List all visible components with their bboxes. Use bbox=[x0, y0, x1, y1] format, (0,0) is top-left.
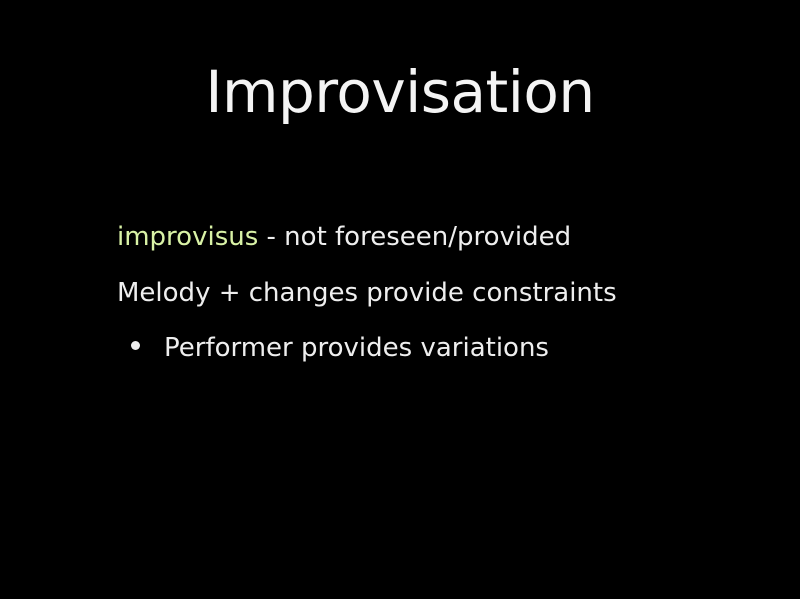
bullet-icon bbox=[131, 341, 140, 350]
body-line-definition: improvisus - not foreseen/provided bbox=[117, 219, 571, 255]
slide-title: Improvisation bbox=[205, 58, 595, 126]
body-line-constraints: Melody + changes provide constraints bbox=[117, 278, 617, 308]
definition-text: - not foreseen/provided bbox=[258, 222, 572, 252]
latin-term: improvisus bbox=[117, 222, 259, 252]
bullet-item: Performer provides variations bbox=[131, 330, 549, 366]
bullet-text: Performer provides variations bbox=[164, 333, 549, 363]
